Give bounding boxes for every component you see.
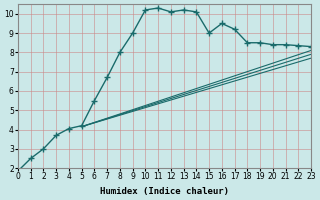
X-axis label: Humidex (Indice chaleur): Humidex (Indice chaleur)	[100, 187, 229, 196]
